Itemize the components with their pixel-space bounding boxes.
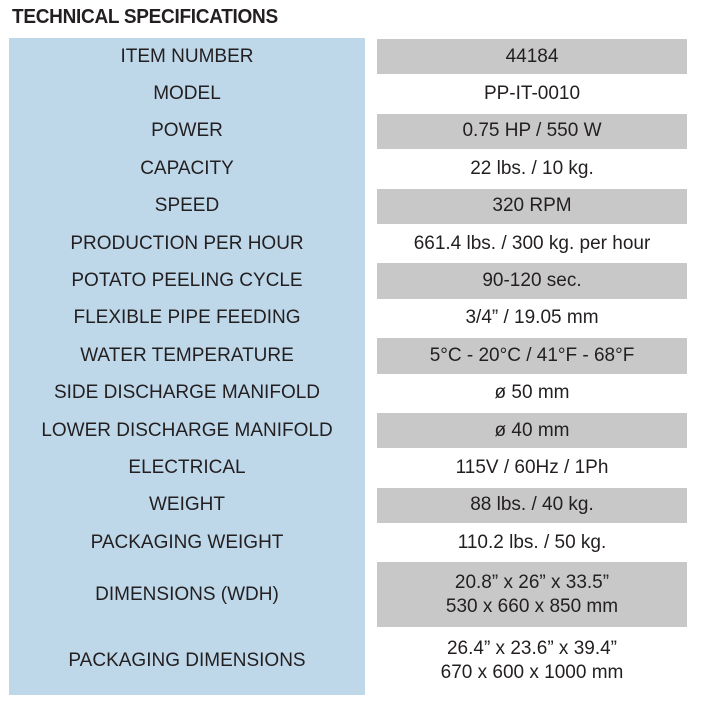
spec-label: PRODUCTION PER HOUR [70,232,304,254]
spec-label: WATER TEMPERATURE [80,344,294,366]
spec-row: ITEM NUMBER 44184 [9,38,687,75]
spec-value-line: 5°C - 20°C / 41°F - 68°F [429,344,635,366]
spec-value-line: 20.8” x 26” x 33.5” [454,571,610,593]
spec-label: SIDE DISCHARGE MANIFOLD [53,382,321,404]
spec-label: PACKAGING DIMENSIONS [68,650,306,672]
spec-value: 661.4 lbs. / 300 kg. per hour [377,226,687,261]
spec-label: PACKAGING WEIGHT [90,531,284,553]
spec-row: FLEXIBLE PIPE FEEDING 3/4” / 19.05 mm [9,300,687,337]
spec-row: SIDE DISCHARGE MANIFOLD ø 50 mm [9,375,687,412]
spec-value: 20.8” x 26” x 33.5” 530 x 660 x 850 mm [377,562,687,627]
spec-row: WATER TEMPERATURE 5°C - 20°C / 41°F - 68°… [9,337,687,374]
spec-value: PP-IT-0010 [377,76,687,111]
spec-label: POTATO PEELING CYCLE [71,270,303,292]
spec-value-line: 670 x 600 x 1000 mm [440,662,624,684]
spec-value: 5°C - 20°C / 41°F - 68°F [377,338,687,374]
spec-label: SPEED [154,195,220,217]
spec-label: ELECTRICAL [128,456,246,478]
spec-value: 0.75 HP / 550 W [377,113,687,150]
spec-value-line: 661.4 lbs. / 300 kg. per hour [413,232,651,254]
spec-value: 110.2 lbs. / 50 kg. [377,525,687,560]
spec-row: POTATO PEELING CYCLE 90-120 sec. [9,262,687,299]
spec-label: MODEL [153,83,221,105]
spec-value: 115V / 60Hz / 1Ph [377,450,687,485]
spec-value-line: 44184 [505,45,559,67]
spec-table: ITEM NUMBER 44184 MODEL PP-IT-0010 POWER 0.75… [9,38,687,694]
spec-value: 44184 [377,39,687,75]
spec-row: SPEED 320 RPM [9,188,687,225]
section-title: TECHNICAL SPECIFICATIONS [12,6,278,28]
spec-value-line: ø 40 mm [494,419,570,441]
spec-value-line: 110.2 lbs. / 50 kg. [457,531,607,553]
spec-row: PACKAGING DIMENSIONS 26.4” x 23.6” x 39.4… [9,628,687,695]
spec-label: DIMENSIONS (WDH) [95,583,279,605]
spec-value-line: 22 lbs. / 10 kg. [470,157,594,179]
spec-value-line: ø 50 mm [494,382,570,404]
spec-label: CAPACITY [140,157,234,179]
spec-value-line: 88 lbs. / 40 kg. [470,494,594,516]
label-column-background [9,38,365,695]
spec-row: POWER 0.75 HP / 550 W [9,113,687,150]
spec-label: WEIGHT [149,494,225,516]
spec-label: ITEM NUMBER [120,45,254,67]
spec-value-line: 3/4” / 19.05 mm [465,307,599,329]
spec-row: MODEL PP-IT-0010 [9,75,687,112]
spec-row: PACKAGING WEIGHT 110.2 lbs. / 50 kg. [9,524,687,561]
spec-label: POWER [151,120,223,142]
spec-value: 3/4” / 19.05 mm [377,301,687,336]
spec-value-line: 0.75 HP / 550 W [462,120,602,142]
spec-label: FLEXIBLE PIPE FEEDING [73,307,301,329]
spec-value-line: 530 x 660 x 850 mm [445,595,619,617]
spec-row: CAPACITY 22 lbs. / 10 kg. [9,150,687,187]
spec-value: 320 RPM [377,188,687,224]
spec-row: ELECTRICAL 115V / 60Hz / 1Ph [9,449,687,486]
spec-row: DIMENSIONS (WDH) 20.8” x 26” x 33.5” 530 x… [9,561,687,628]
spec-value: ø 40 mm [377,412,687,449]
spec-value-line: PP-IT-0010 [483,83,581,105]
spec-row: PRODUCTION PER HOUR 661.4 lbs. / 300 kg. … [9,225,687,262]
spec-value-line: 26.4” x 23.6” x 39.4” [446,638,618,660]
spec-row: LOWER DISCHARGE MANIFOLD ø 40 mm [9,412,687,449]
spec-value: 90-120 sec. [377,263,687,299]
spec-value: ø 50 mm [377,376,687,411]
spec-value: 26.4” x 23.6” x 39.4” 670 x 600 x 1000 mm [377,629,687,694]
spec-value-line: 320 RPM [492,195,572,217]
spec-value: 22 lbs. / 10 kg. [377,151,687,186]
spec-label: LOWER DISCHARGE MANIFOLD [41,419,333,441]
spec-row: WEIGHT 88 lbs. / 40 kg. [9,487,687,524]
spec-value-line: 90-120 sec. [482,270,582,292]
spec-value: 88 lbs. / 40 kg. [377,487,687,524]
spec-value-line: 115V / 60Hz / 1Ph [455,456,609,478]
